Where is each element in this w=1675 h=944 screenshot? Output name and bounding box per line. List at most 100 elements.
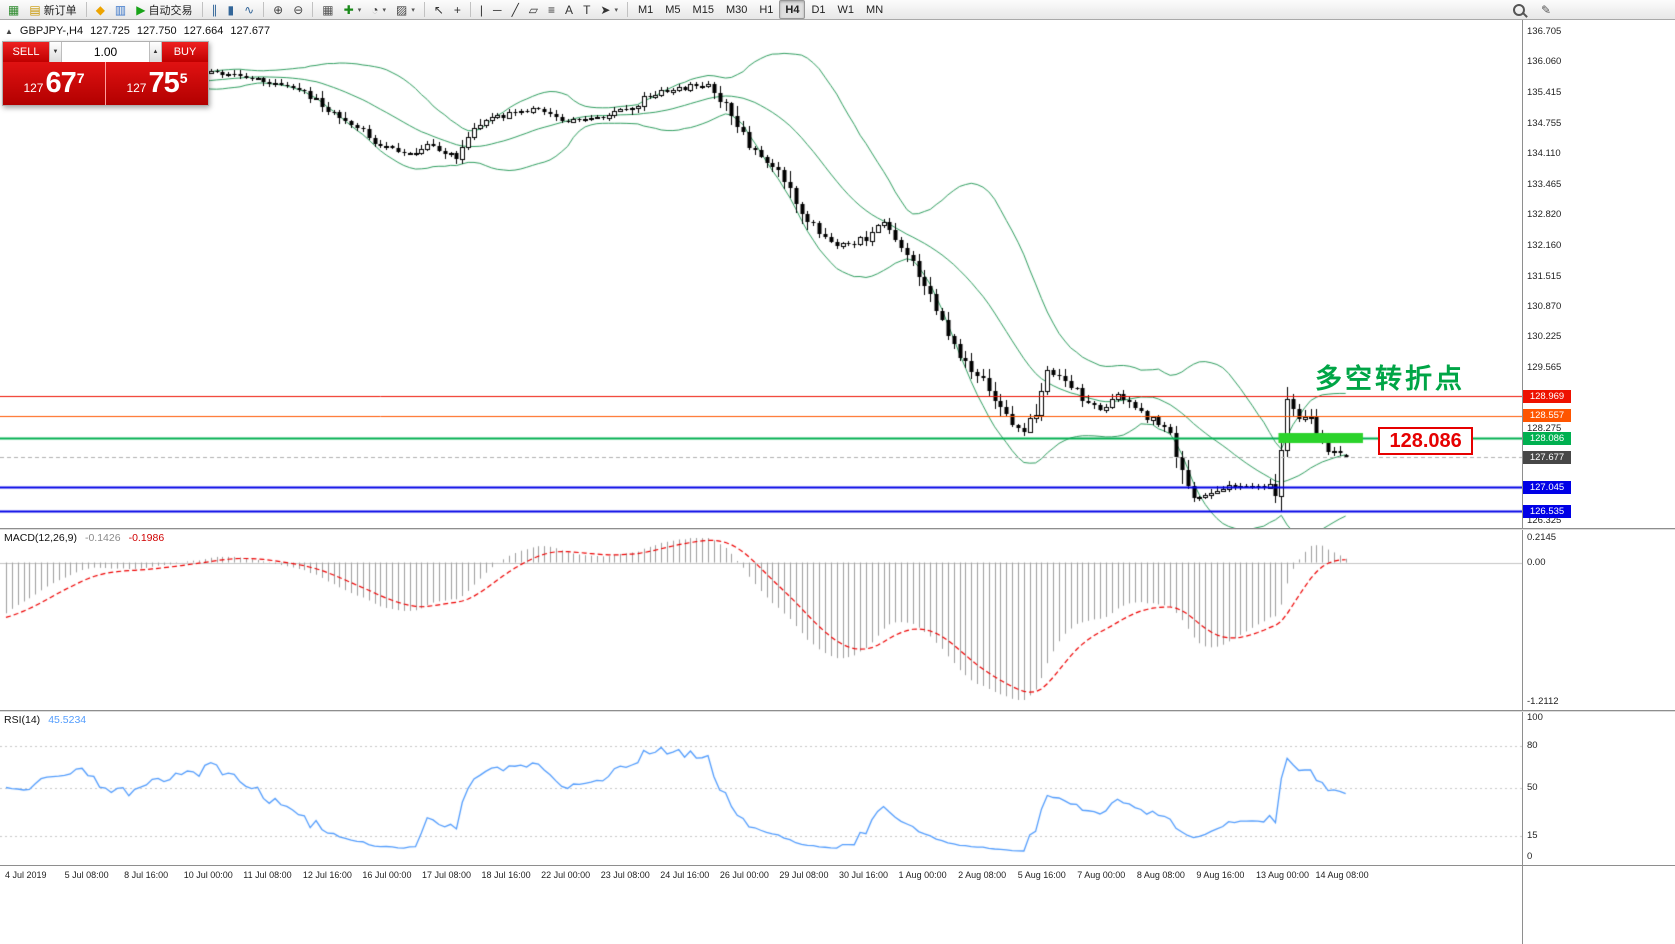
candlestick-button[interactable]: ▮: [223, 0, 240, 19]
cursor-icon: ↖: [433, 2, 444, 17]
timeframe-d1-button[interactable]: D1: [811, 3, 826, 16]
oneclick-collapse-icon[interactable]: ▲: [5, 26, 13, 36]
rsi-scale-label: 0: [1527, 851, 1533, 862]
new-order-icon: ▤: [29, 2, 41, 17]
macd-scale-max: 0.2145: [1527, 532, 1557, 543]
horizontal-line-button[interactable]: ─: [488, 0, 507, 19]
macd-pane[interactable]: MACD(12,26,9) -0.1426 -0.1986: [0, 530, 1522, 710]
indicators-button[interactable]: ✚ ▾: [339, 0, 367, 19]
toolbar-separator: [626, 2, 628, 17]
line-chart-button[interactable]: ∿: [239, 0, 259, 19]
metaeditor-button[interactable]: ◆: [91, 0, 110, 19]
rsi-scale-label: 50: [1527, 781, 1538, 793]
price-tag: 128.557: [1523, 409, 1571, 423]
timeframe-m30-button[interactable]: M30: [725, 3, 748, 16]
fibonacci-icon: ≡: [548, 2, 556, 17]
candlestick-icon: ▮: [227, 2, 235, 17]
zoom-out-button[interactable]: ⊖: [288, 0, 308, 19]
trendline-button[interactable]: ╱: [507, 0, 524, 19]
templates-icon: ▨: [395, 2, 408, 17]
sell-price-display[interactable]: 127 67 7: [3, 62, 105, 105]
macd-canvas[interactable]: [0, 530, 1522, 710]
pane-splitter[interactable]: [0, 528, 1675, 530]
time-axis[interactable]: 4 Jul 2019 5 Jul 08:00 8 Jul 16:00 10 Jul 0…: [0, 866, 1522, 944]
macd-scale-min: -1.2112: [1527, 696, 1559, 707]
price-tick: 131.515: [1527, 270, 1562, 282]
trendline-icon: ╱: [511, 2, 519, 17]
periods-dropdown[interactable]: ◔ ▾: [366, 0, 391, 19]
volume-decrease-button[interactable]: ▼: [49, 42, 62, 62]
rsi-canvas[interactable]: [0, 712, 1522, 865]
price-tick: 133.465: [1527, 178, 1562, 190]
turning-point-annotation[interactable]: 多空转折点: [1315, 363, 1465, 394]
sell-price-pip: 7: [76, 69, 85, 86]
vertical-line-button[interactable]: |: [475, 0, 488, 19]
buy-button[interactable]: BUY: [162, 42, 208, 62]
timeframe-mn-button[interactable]: MN: [866, 3, 884, 16]
time-label: 12 Jul 16:00: [302, 870, 352, 880]
time-label: 5 Aug 16:00: [1017, 870, 1066, 880]
timeframe-w1-button[interactable]: W1: [837, 3, 855, 16]
new-order-button[interactable]: ▤ 新订单: [24, 0, 81, 19]
price-tag: 128.969: [1523, 389, 1571, 403]
symbol-period-label: GBPJPY-,H4: [19, 25, 84, 37]
equidistant-channel-button[interactable]: ▱: [524, 0, 543, 19]
volume-increase-button[interactable]: ▲: [149, 42, 162, 62]
timeframe-h4-button[interactable]: H4: [779, 0, 806, 19]
fibonacci-button[interactable]: ≡: [543, 0, 560, 19]
metaeditor-icon: ◆: [95, 2, 105, 17]
search-symbol-button[interactable]: [1508, 0, 1530, 19]
vertical-line-icon: |: [479, 2, 484, 17]
text-label-button[interactable]: T: [578, 0, 595, 19]
cursor-button[interactable]: ↖: [429, 0, 449, 19]
time-label: 22 Jul 00:00: [541, 870, 591, 880]
rsi-scale-label: 15: [1527, 830, 1538, 842]
toolbar-separator: [85, 2, 87, 17]
arrows-dropdown[interactable]: ➤ ▾: [595, 0, 623, 19]
buy-price-prefix: 127: [126, 81, 147, 95]
market-watch-button[interactable]: ▥: [110, 0, 131, 19]
price-tick: 136.060: [1527, 56, 1562, 68]
pane-splitter[interactable]: [0, 710, 1675, 712]
timeframe-m15-button[interactable]: M15: [692, 3, 714, 16]
time-label: 17 Jul 08:00: [421, 870, 472, 880]
price-chart-canvas[interactable]: [0, 20, 1522, 528]
new-order-button-label: 新订单: [43, 4, 77, 17]
time-label: 5 Jul 08:00: [64, 870, 109, 880]
time-label: 8 Jul 16:00: [124, 870, 169, 880]
price-callout-label[interactable]: 128.086: [1378, 426, 1473, 455]
main-chart-pane[interactable]: ▲ GBPJPY-,H4 127.725 127.750 127.664 127…: [0, 20, 1522, 528]
ohlc-close-value: 127.677: [230, 25, 271, 37]
macd-signal-value: -0.1986: [128, 532, 165, 544]
templates-dropdown[interactable]: ▨ ▾: [391, 0, 420, 19]
bar-chart-button[interactable]: ∥: [207, 0, 223, 19]
buy-price-display[interactable]: 127 75 5: [105, 62, 208, 105]
zoom-out-icon: ⊖: [293, 2, 304, 17]
zoom-in-button[interactable]: ⊕: [268, 0, 288, 19]
timeframe-m1-button[interactable]: M1: [637, 3, 654, 16]
new-chart-button[interactable]: ▦: [3, 0, 24, 19]
crosshair-button[interactable]: +: [449, 0, 466, 19]
quick-edit-button[interactable]: ✎: [1536, 0, 1556, 19]
text-button[interactable]: A: [560, 0, 578, 19]
periods-icon: ◔: [371, 2, 379, 17]
price-axis[interactable]: 136.705 136.060 135.415 134.755 134.110 133.4…: [1522, 20, 1675, 944]
timeframe-m5-button[interactable]: M5: [665, 3, 681, 16]
tile-windows-button[interactable]: ▦: [317, 0, 338, 19]
horizontal-line-icon: ─: [493, 2, 502, 17]
rsi-pane[interactable]: RSI(14) 45.5234: [0, 712, 1522, 865]
autotrading-button[interactable]: ▶ 自动交易: [131, 0, 197, 19]
price-tick: 126.325: [1527, 515, 1562, 526]
macd-name: MACD(12,26,9): [4, 532, 77, 544]
volume-input[interactable]: [62, 42, 149, 62]
sell-price-prefix: 127: [23, 81, 44, 95]
time-label: 2 Aug 08:00: [958, 870, 1007, 880]
ohlc-high-value: 127.750: [136, 25, 177, 37]
autotrading-icon: ▶: [136, 2, 146, 17]
price-tick: 135.415: [1527, 86, 1562, 98]
toolbar-separator: [201, 2, 203, 17]
timeframe-h1-button[interactable]: H1: [759, 3, 774, 16]
sell-button[interactable]: SELL: [3, 42, 49, 62]
time-label: 23 Jul 08:00: [600, 870, 650, 880]
